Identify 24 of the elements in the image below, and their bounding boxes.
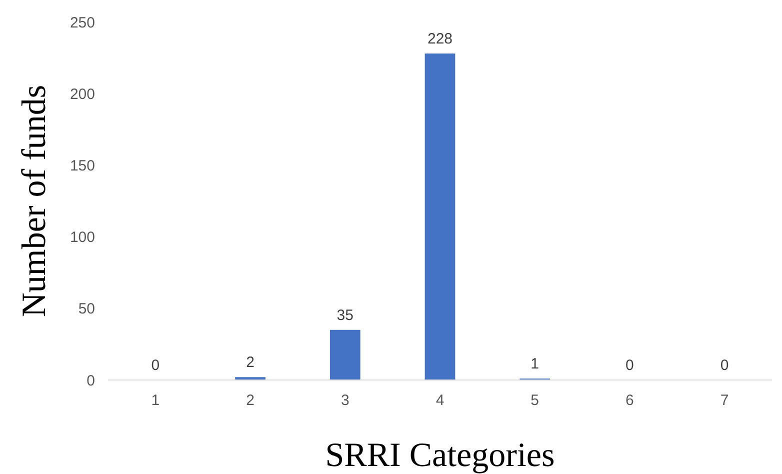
x-tick-label: 1 — [151, 392, 160, 409]
y-tick-label: 200 — [70, 86, 95, 103]
x-tick-label: 3 — [340, 392, 350, 409]
data-label: 1 — [530, 356, 540, 373]
data-label: 35 — [336, 306, 354, 324]
data-label: 228 — [427, 30, 453, 48]
x-tick-label: 7 — [720, 392, 729, 409]
x-axis-title: SRRI Categories — [325, 437, 555, 474]
y-tick-label: 0 — [86, 372, 95, 390]
y-axis-title: Number of funds — [16, 84, 53, 318]
x-tick-label: 4 — [436, 392, 444, 409]
data-label: 0 — [720, 357, 729, 374]
x-tick-label: 2 — [246, 392, 254, 409]
y-tick-label: 150 — [70, 157, 95, 174]
bar — [424, 54, 456, 380]
data-label: 2 — [246, 354, 254, 372]
x-tick-label: 6 — [626, 392, 634, 409]
data-label: 0 — [151, 357, 160, 374]
x-tick-label: 5 — [530, 392, 540, 409]
data-label: 0 — [626, 357, 634, 374]
bar — [330, 330, 360, 380]
y-tick-label: 250 — [70, 14, 95, 32]
y-tick-label: 100 — [70, 229, 95, 246]
y-tick-label: 50 — [78, 300, 95, 318]
